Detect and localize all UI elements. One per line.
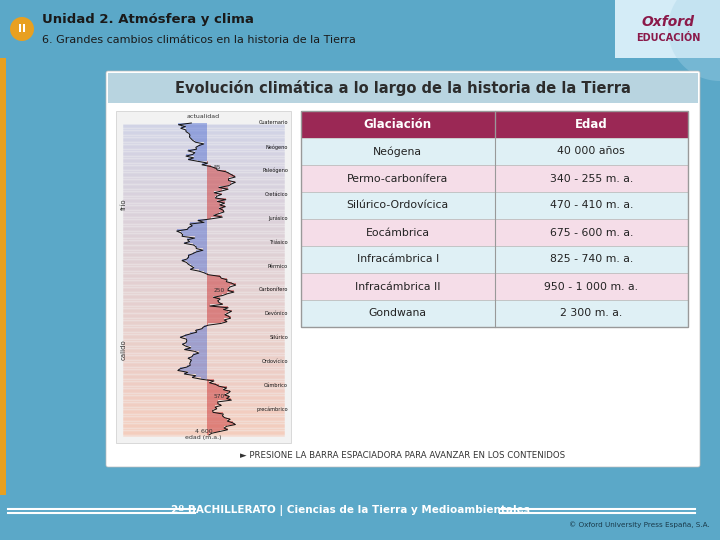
Text: 825 - 740 m. a.: 825 - 740 m. a. xyxy=(549,254,633,265)
Bar xyxy=(495,138,688,165)
Bar xyxy=(495,192,688,219)
Text: frío: frío xyxy=(121,198,127,210)
Text: 55: 55 xyxy=(214,165,222,170)
Text: II: II xyxy=(18,24,26,34)
Text: Triásico: Triásico xyxy=(269,240,288,245)
Bar xyxy=(301,138,495,165)
Text: Jurásico: Jurásico xyxy=(269,215,288,221)
Bar xyxy=(0,0,720,58)
Text: 40 000 años: 40 000 años xyxy=(557,146,625,157)
Bar xyxy=(301,192,495,219)
Bar xyxy=(0,58,6,495)
Bar xyxy=(301,111,688,327)
Bar xyxy=(301,246,495,273)
Bar xyxy=(495,219,688,246)
Text: Silúrico: Silúrico xyxy=(269,335,288,340)
Text: Cuaternario: Cuaternario xyxy=(258,120,288,125)
Text: Silúrico-Ordovícica: Silúrico-Ordovícica xyxy=(347,200,449,211)
Text: Evolución climática a lo largo de la historia de la Tierra: Evolución climática a lo largo de la his… xyxy=(175,80,631,96)
Bar xyxy=(495,246,688,273)
Text: precámbrico: precámbrico xyxy=(256,407,288,412)
Text: Cámbrico: Cámbrico xyxy=(264,383,288,388)
Text: Neógena: Neógena xyxy=(373,146,422,157)
Bar xyxy=(301,219,495,246)
Text: 6. Grandes cambios climáticos en la historia de la Tierra: 6. Grandes cambios climáticos en la hist… xyxy=(42,35,356,45)
Text: 2º BACHILLERATO | Ciencias de la Tierra y Medioambientales: 2º BACHILLERATO | Ciencias de la Tierra … xyxy=(171,505,529,516)
FancyBboxPatch shape xyxy=(106,71,700,467)
Text: Paleógeno: Paleógeno xyxy=(262,168,288,173)
Bar xyxy=(301,165,495,192)
Bar xyxy=(495,273,688,300)
Bar xyxy=(301,273,495,300)
Text: Devónico: Devónico xyxy=(265,311,288,316)
Text: Glaciación: Glaciación xyxy=(364,118,432,131)
Text: Gondwana: Gondwana xyxy=(369,308,427,319)
Text: © Oxford University Press España, S.A.: © Oxford University Press España, S.A. xyxy=(570,522,710,528)
Bar xyxy=(615,0,720,58)
Text: 570: 570 xyxy=(214,394,225,399)
Bar xyxy=(301,300,495,327)
Text: EDUCACIÓN: EDUCACIÓN xyxy=(636,33,700,43)
Text: 950 - 1 000 m. a.: 950 - 1 000 m. a. xyxy=(544,281,638,292)
Text: Carbonífero: Carbonífero xyxy=(258,287,288,293)
Text: Edad: Edad xyxy=(575,118,608,131)
Text: Infracámbrica II: Infracámbrica II xyxy=(355,281,441,292)
Text: ► PRESIONE LA BARRA ESPACIADORA PARA AVANZAR EN LOS CONTENIDOS: ► PRESIONE LA BARRA ESPACIADORA PARA AVA… xyxy=(240,450,566,460)
Bar xyxy=(301,111,688,138)
Text: 675 - 600 m. a.: 675 - 600 m. a. xyxy=(549,227,633,238)
Bar xyxy=(116,111,291,443)
Circle shape xyxy=(10,17,34,41)
Text: actualidad: actualidad xyxy=(187,114,220,119)
Text: Eocámbrica: Eocámbrica xyxy=(366,227,430,238)
Text: 340 - 255 m. a.: 340 - 255 m. a. xyxy=(549,173,633,184)
Text: 4 600
edad (m.a.): 4 600 edad (m.a.) xyxy=(185,429,222,440)
Text: Ordovícico: Ordovícico xyxy=(261,359,288,364)
Text: Cretácico: Cretácico xyxy=(264,192,288,197)
Bar xyxy=(495,165,688,192)
Bar xyxy=(108,73,698,103)
Text: 2 300 m. a.: 2 300 m. a. xyxy=(560,308,622,319)
Bar xyxy=(0,58,108,495)
Text: Neógeno: Neógeno xyxy=(266,144,288,150)
Text: Unidad 2. Atmósfera y clima: Unidad 2. Atmósfera y clima xyxy=(42,14,254,26)
Bar xyxy=(0,495,720,540)
Bar xyxy=(495,300,688,327)
Text: Pérmico: Pérmico xyxy=(268,264,288,268)
Bar xyxy=(0,58,720,495)
Text: calido: calido xyxy=(121,340,127,360)
Text: Oxford: Oxford xyxy=(642,15,695,29)
Text: 250: 250 xyxy=(214,288,225,293)
Text: Infracámbrica I: Infracámbrica I xyxy=(356,254,439,265)
Text: Permo-carbonífera: Permo-carbonífera xyxy=(347,173,449,184)
Text: 470 - 410 m. a.: 470 - 410 m. a. xyxy=(549,200,633,211)
